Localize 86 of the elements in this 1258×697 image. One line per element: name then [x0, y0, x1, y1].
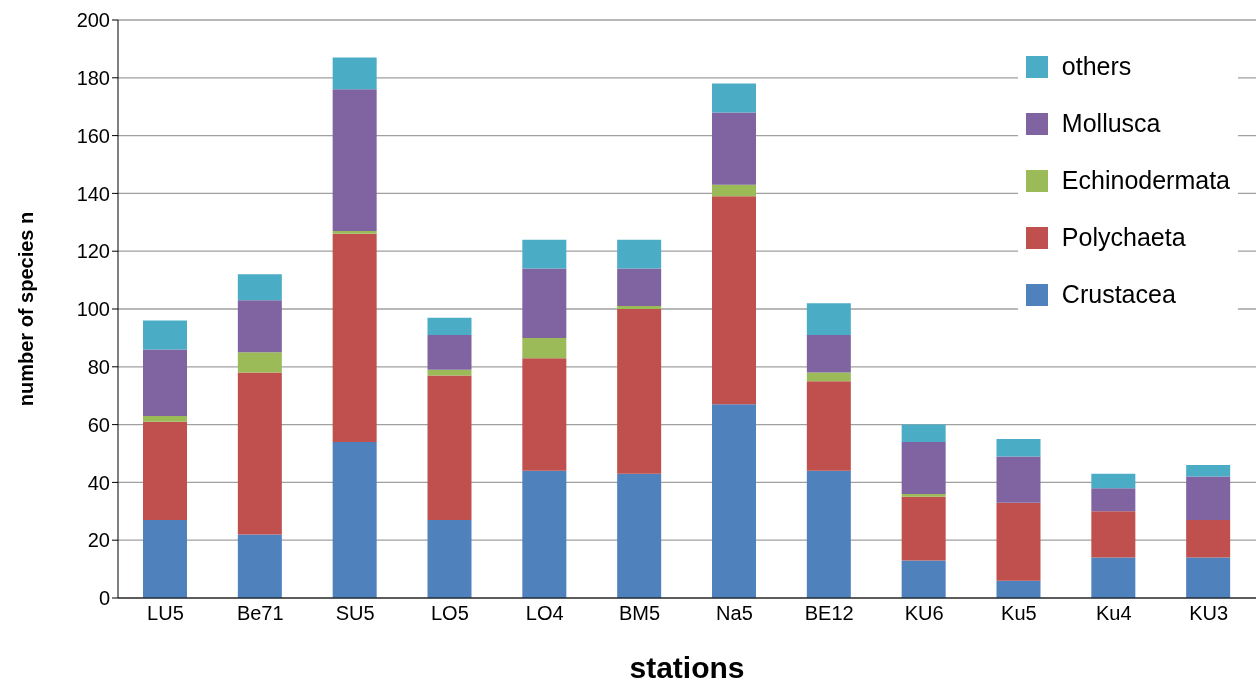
bar — [332, 233, 377, 442]
bar — [617, 473, 662, 598]
legend-label: others — [1061, 52, 1132, 81]
bar — [522, 358, 567, 471]
bar — [237, 300, 282, 353]
bar — [143, 415, 187, 422]
bar — [806, 335, 851, 373]
x-tick-label: BE12 — [804, 602, 854, 625]
bar — [806, 372, 851, 382]
bar — [712, 112, 756, 185]
bar — [1186, 557, 1231, 598]
bar — [332, 441, 377, 598]
bar — [427, 375, 472, 520]
legend-label: Mollusca — [1061, 109, 1161, 138]
bar — [1186, 476, 1231, 520]
x-tick-label: LO5 — [431, 602, 469, 625]
y-tick-label: 20 — [87, 529, 110, 552]
x-tick-label: BM5 — [619, 602, 661, 625]
bar — [1091, 511, 1136, 558]
bar — [1186, 465, 1231, 477]
bar — [237, 274, 282, 301]
bar — [522, 470, 567, 598]
x-tick-label: Ku5 — [1001, 602, 1037, 625]
bar — [617, 306, 662, 309]
bar — [237, 534, 282, 598]
bar — [332, 89, 377, 231]
x-tick-label: SU5 — [335, 602, 375, 625]
bar — [143, 519, 187, 598]
y-tick-label: 100 — [76, 298, 110, 321]
y-tick-label: 160 — [76, 124, 110, 147]
bar — [617, 239, 662, 269]
bar — [712, 83, 756, 113]
y-tick-label: 60 — [87, 413, 110, 436]
x-tick-label: Ku4 — [1095, 602, 1132, 625]
y-tick-label: 200 — [76, 9, 110, 32]
bar — [901, 496, 946, 561]
y-tick-label: 180 — [76, 66, 110, 89]
x-tick-label: KU3 — [1189, 602, 1229, 625]
legend-label: Echinodermata — [1061, 166, 1230, 195]
bar — [143, 320, 187, 350]
bar — [996, 439, 1041, 457]
bar — [1186, 519, 1231, 558]
bar — [901, 560, 946, 598]
x-tick-label: KU6 — [904, 602, 944, 625]
bar — [1091, 488, 1136, 512]
bar — [901, 424, 946, 442]
bar — [427, 519, 472, 598]
bar — [522, 268, 567, 338]
bar — [901, 493, 946, 497]
bar — [1091, 557, 1136, 598]
bar — [143, 349, 187, 416]
x-axis-title: stations — [629, 651, 745, 684]
bar — [996, 502, 1041, 581]
bar — [427, 317, 472, 336]
bar — [332, 230, 377, 234]
bar — [996, 456, 1041, 503]
y-tick-label: 80 — [87, 355, 110, 378]
bar — [522, 239, 567, 269]
bar — [332, 57, 377, 90]
bar — [143, 421, 187, 520]
x-tick-label: LO4 — [525, 602, 564, 625]
bar — [712, 404, 756, 598]
bar — [427, 335, 472, 370]
y-tick-label: 40 — [87, 471, 110, 494]
y-axis-title: number of species n — [15, 211, 38, 407]
bar — [901, 441, 946, 494]
y-tick-label: 120 — [76, 240, 110, 263]
x-tick-label: LU5 — [147, 602, 184, 625]
bar — [996, 580, 1041, 598]
x-tick-label: Na5 — [716, 602, 753, 625]
bar — [522, 337, 567, 359]
legend-label: Crustacea — [1061, 280, 1176, 309]
bar — [712, 196, 756, 405]
y-tick-label: 0 — [98, 587, 110, 610]
bar — [806, 381, 851, 471]
bar — [237, 352, 282, 373]
bar — [806, 303, 851, 336]
bar — [617, 268, 662, 307]
bar — [1091, 473, 1136, 489]
bar — [237, 372, 282, 535]
bar — [806, 470, 851, 598]
bar — [617, 309, 662, 474]
bar — [712, 184, 756, 197]
y-tick-label: 140 — [76, 182, 110, 205]
legend-label: Polychaeta — [1061, 223, 1186, 252]
x-tick-label: Be71 — [236, 602, 284, 625]
